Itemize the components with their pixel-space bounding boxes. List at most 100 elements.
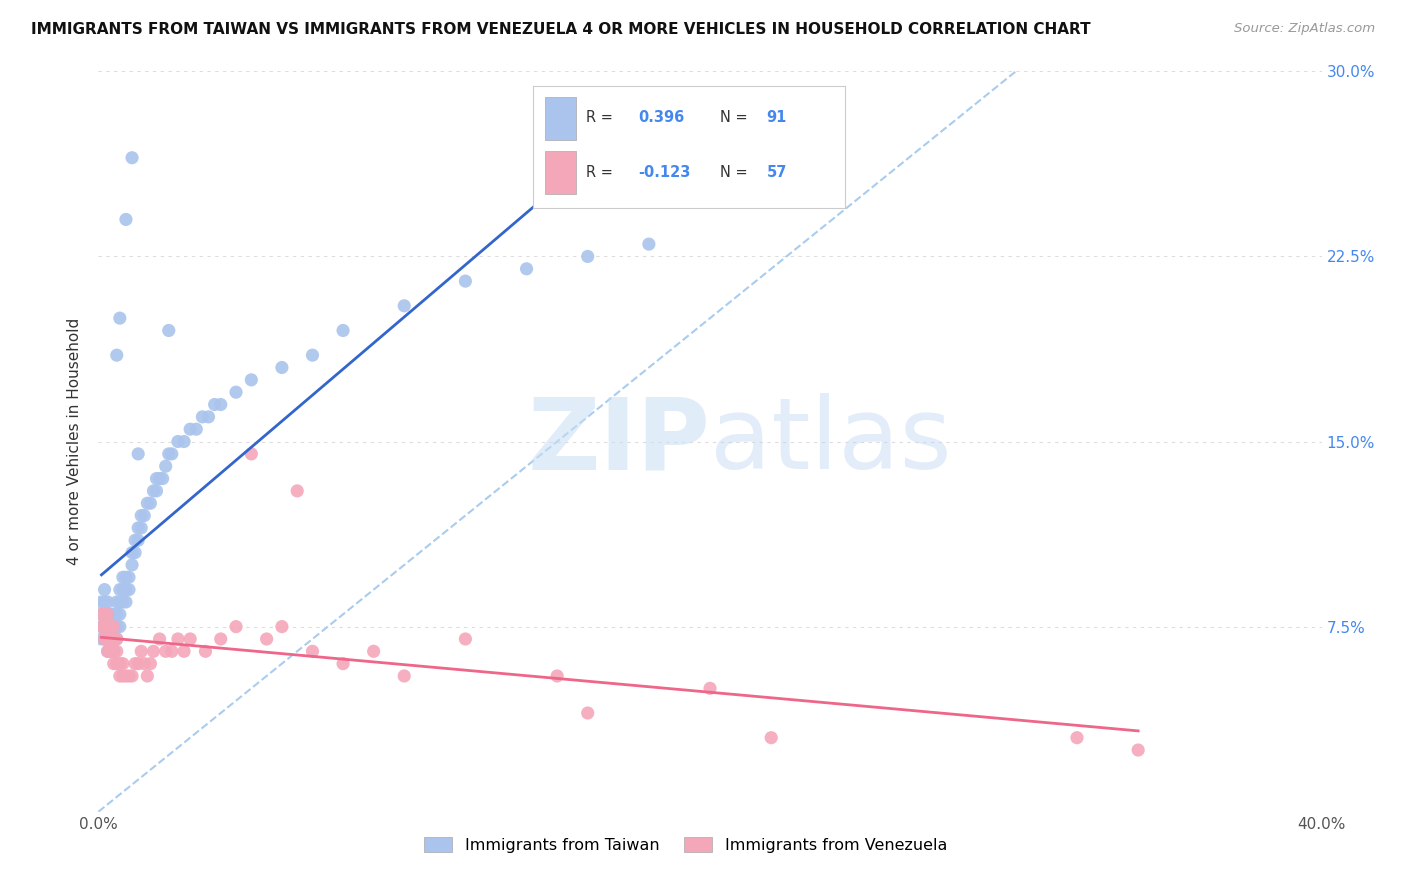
Point: [637, 237, 661, 252]
Point: [103, 632, 125, 646]
Point: [97, 632, 120, 646]
Point: [576, 249, 599, 264]
Point: [97, 632, 120, 646]
Point: [197, 409, 219, 424]
Point: [93, 607, 115, 622]
Point: [152, 471, 174, 485]
Point: [270, 619, 292, 633]
Point: [454, 274, 477, 288]
Point: [145, 483, 167, 498]
Point: [173, 644, 195, 658]
Point: [149, 632, 172, 646]
Point: [100, 619, 122, 633]
Point: [240, 447, 263, 461]
Point: [167, 632, 190, 646]
Point: [134, 508, 156, 523]
Point: [93, 619, 115, 633]
Point: [332, 324, 354, 338]
Point: [93, 582, 115, 597]
Point: [167, 434, 190, 449]
Point: [111, 595, 134, 609]
Point: [93, 619, 115, 633]
Text: ZIP: ZIP: [527, 393, 710, 490]
Point: [108, 619, 131, 633]
Point: [115, 582, 138, 597]
Point: [145, 471, 167, 485]
Point: [225, 385, 247, 400]
Point: [100, 632, 122, 646]
Point: [516, 261, 538, 276]
Point: [108, 595, 131, 609]
Point: [93, 595, 115, 609]
Point: [129, 508, 152, 523]
Point: [129, 644, 152, 658]
Point: [194, 644, 217, 658]
Point: [160, 644, 183, 658]
Point: [121, 558, 143, 572]
Point: [121, 151, 143, 165]
Point: [118, 582, 141, 597]
Point: [90, 619, 112, 633]
Point: [97, 632, 120, 646]
Text: Source: ZipAtlas.com: Source: ZipAtlas.com: [1234, 22, 1375, 36]
Point: [90, 607, 112, 622]
Point: [108, 607, 131, 622]
Point: [90, 607, 112, 622]
Text: atlas: atlas: [710, 393, 952, 490]
Point: [118, 669, 141, 683]
Y-axis label: 4 or more Vehicles in Household: 4 or more Vehicles in Household: [67, 318, 83, 566]
Point: [127, 533, 149, 548]
Point: [209, 398, 232, 412]
Point: [124, 546, 146, 560]
Point: [155, 459, 177, 474]
Point: [191, 409, 214, 424]
Point: [256, 632, 278, 646]
Point: [105, 632, 128, 646]
Point: [97, 644, 120, 658]
Point: [103, 657, 125, 671]
Point: [115, 595, 138, 609]
Point: [105, 632, 128, 646]
Point: [225, 619, 247, 633]
Point: [699, 681, 721, 696]
Point: [136, 669, 159, 683]
Point: [115, 212, 138, 227]
Point: [97, 644, 120, 658]
Point: [127, 521, 149, 535]
Text: IMMIGRANTS FROM TAIWAN VS IMMIGRANTS FROM VENEZUELA 4 OR MORE VEHICLES IN HOUSEH: IMMIGRANTS FROM TAIWAN VS IMMIGRANTS FRO…: [31, 22, 1091, 37]
Point: [100, 619, 122, 633]
Point: [1066, 731, 1088, 745]
Point: [103, 619, 125, 633]
Point: [173, 434, 195, 449]
Point: [108, 311, 131, 326]
Point: [546, 669, 568, 683]
Point: [100, 644, 122, 658]
Point: [270, 360, 292, 375]
Point: [103, 632, 125, 646]
Point: [115, 669, 138, 683]
Point: [108, 669, 131, 683]
Point: [332, 657, 354, 671]
Point: [93, 607, 115, 622]
Point: [121, 546, 143, 560]
Point: [160, 447, 183, 461]
Point: [105, 607, 128, 622]
Point: [103, 644, 125, 658]
Point: [124, 657, 146, 671]
Point: [301, 644, 323, 658]
Point: [1128, 743, 1150, 757]
Point: [97, 607, 120, 622]
Point: [111, 570, 134, 584]
Point: [186, 422, 208, 436]
Point: [103, 619, 125, 633]
Point: [157, 447, 180, 461]
Point: [139, 657, 162, 671]
Point: [100, 644, 122, 658]
Point: [139, 496, 162, 510]
Point: [127, 657, 149, 671]
Point: [100, 607, 122, 622]
Point: [240, 373, 263, 387]
Point: [97, 619, 120, 633]
Point: [100, 619, 122, 633]
Point: [115, 570, 138, 584]
